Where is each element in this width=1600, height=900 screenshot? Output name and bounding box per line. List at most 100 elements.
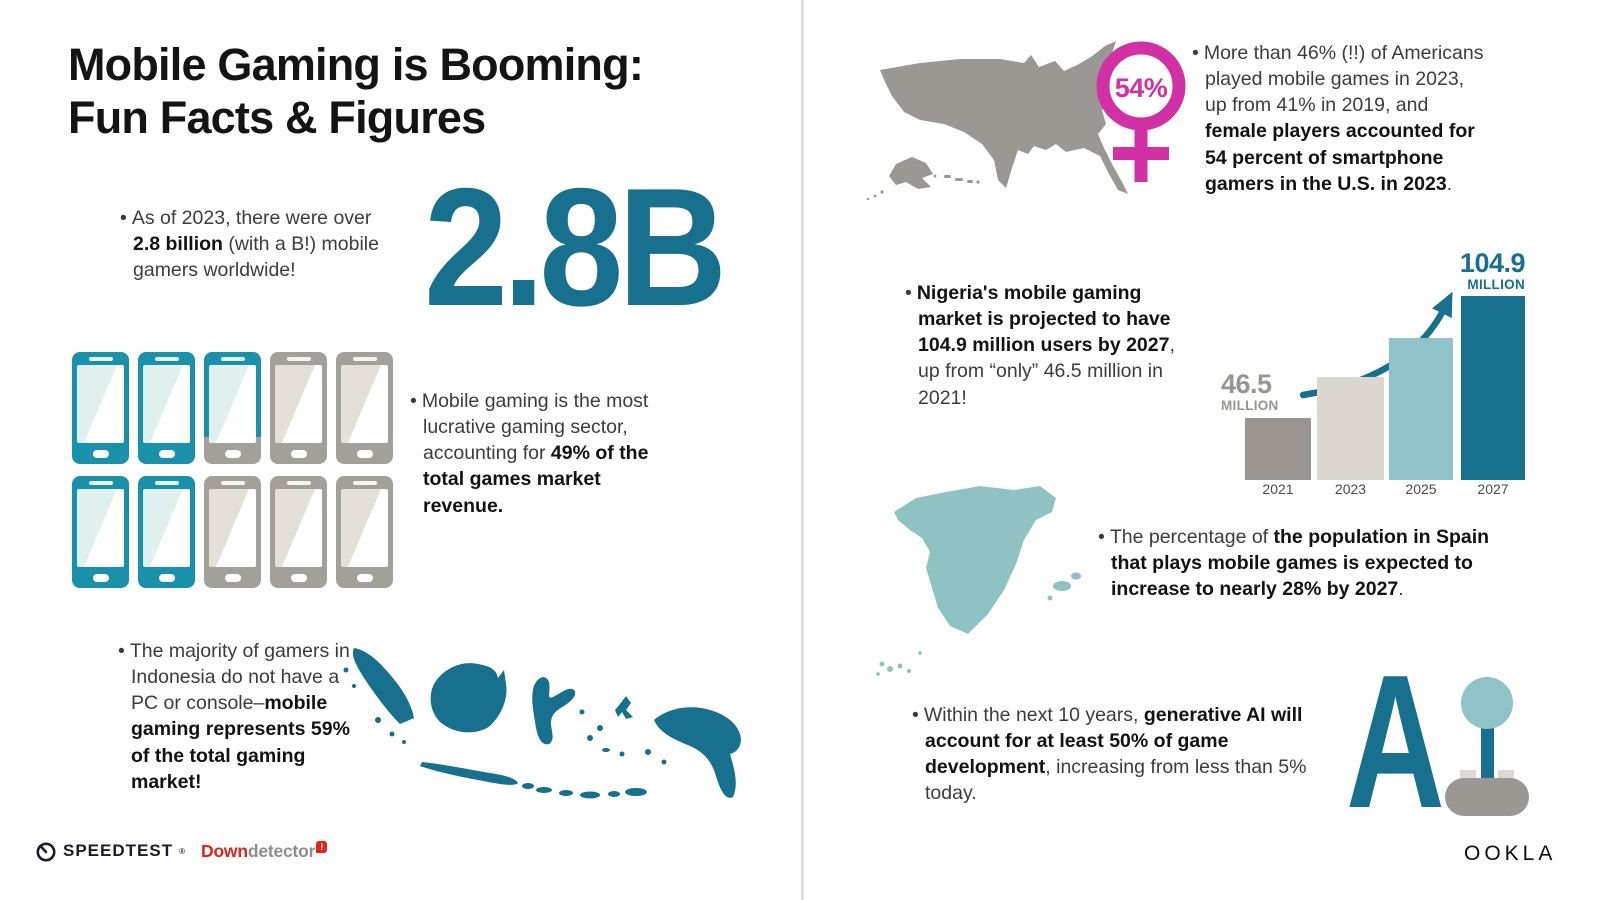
phone-screen (341, 489, 388, 567)
joystick-button (1460, 770, 1476, 780)
fact-nigeria: • Nigeria's mobile gaming market is proje… (905, 280, 1187, 411)
speedtest-logo: SPEEDTEST ® (35, 840, 185, 862)
female-symbol-icon (1096, 41, 1186, 182)
ai-joystick-graphic: A (1340, 647, 1552, 837)
phone-home-button (290, 574, 307, 582)
unit-2021: MILLION (1221, 397, 1279, 413)
phone-screen (275, 489, 322, 567)
unit-2027: MILLION (1467, 276, 1525, 292)
joystick-button (1498, 770, 1514, 780)
phone-home-button (158, 450, 175, 458)
x-tick-2021: 2021 (1262, 481, 1294, 497)
phone-icon-gray (270, 476, 327, 588)
downdetector-detector: detector (247, 840, 316, 861)
fact-text: Within the next 10 years, (923, 704, 1144, 726)
fact-text-bold: mobile gaming represents 59% of the tota… (131, 692, 350, 793)
fact-text: Mobile gaming is the most lucrative gami… (421, 390, 649, 465)
female-symbol: 54% (1086, 38, 1196, 190)
big-stat-2-8b: 2.8B (424, 153, 727, 341)
phone-speaker (220, 357, 245, 361)
phone-home-button (356, 574, 373, 582)
phone-speaker (286, 357, 311, 361)
phone-speaker (88, 481, 113, 485)
phone-icon-gray (336, 352, 393, 464)
phone-speaker (220, 481, 245, 485)
joystick-base (1445, 778, 1529, 816)
page-title: Mobile Gaming is Booming: Fun Facts & Fi… (68, 38, 644, 144)
phone-screen (341, 365, 388, 443)
bullet-icon: • (1098, 526, 1105, 548)
footer-brand-logos: SPEEDTEST ® Downdetector! (35, 840, 328, 862)
joystick-ball (1461, 677, 1513, 729)
fact-text: . (1446, 172, 1453, 195)
phone-speaker (154, 357, 179, 361)
phone-screen (143, 489, 190, 567)
phone-home-button (356, 450, 373, 458)
phone-icon-gray (336, 476, 393, 588)
phone-speaker (154, 481, 179, 485)
fact-text: More than 46% (!!) of Americans played m… (1203, 42, 1484, 117)
phone-icon-teal (138, 352, 195, 464)
fact-gamers-worldwide: • As of 2023, there were over 2.8 billion… (120, 205, 398, 283)
registered-mark: ® (179, 846, 185, 856)
speedtest-wordmark: SPEEDTEST (63, 841, 174, 860)
value-label-2027: 104.9 MILLION (1459, 248, 1526, 292)
phone-home-button (224, 450, 241, 458)
phone-home-button (92, 574, 109, 582)
fact-ai: • Within the next 10 years, generative AI… (912, 702, 1312, 807)
phone-icon-gray (270, 352, 327, 464)
usa-map (866, 41, 1128, 201)
phone-icon-teal (138, 476, 195, 588)
phone-screen (77, 489, 124, 567)
exclamation-badge-icon: ! (316, 840, 328, 853)
value-label-2021: 46.5 MILLION (1221, 369, 1279, 413)
bar-2027 (1461, 296, 1525, 480)
title-line-1: Mobile Gaming is Booming: (68, 39, 644, 90)
bullet-icon: • (912, 704, 919, 726)
speedtest-gauge-icon (36, 842, 56, 862)
nigeria-users-bar-chart: 46.5 MILLION 104.9 MILLION 2021 2023 2025 2… (1215, 245, 1535, 497)
bar-2021 (1245, 418, 1311, 480)
phone-icon-teal (72, 352, 129, 464)
phone-speaker (88, 357, 113, 361)
fact-text-bold: Nigeria's mobile gaming market is projec… (916, 282, 1171, 357)
phone-home-button (92, 450, 109, 458)
bar-2023 (1317, 377, 1384, 480)
x-tick-2025: 2025 (1405, 481, 1437, 497)
fact-text: (with a B!) mobile gamers worldwide! (133, 233, 379, 282)
column-divider (801, 0, 804, 900)
fact-text-bold: 2.8 billion (133, 233, 223, 256)
joystick-stem (1481, 722, 1494, 782)
phone-screen (209, 489, 256, 567)
title-line-2: Fun Facts & Figures (68, 92, 486, 144)
downdetector-logo: Downdetector! (201, 840, 328, 862)
phone-screen (209, 365, 256, 443)
fact-text-bold: generative AI will account for at least … (925, 704, 1303, 779)
phone-icon-teal (72, 476, 129, 588)
fact-text: . (1398, 578, 1404, 601)
phone-home-button (158, 574, 175, 582)
phone-screen (77, 365, 124, 443)
fact-text: , increasing from less than 5% today. (925, 756, 1307, 805)
fact-indonesia: • The majority of gamers in Indonesia do … (118, 638, 366, 795)
bullet-icon: • (120, 207, 127, 229)
phone-icon-split (204, 352, 261, 464)
phone-screen (143, 365, 190, 443)
fact-text: The percentage of (1109, 526, 1274, 548)
ai-letter-a: A (1346, 636, 1445, 848)
x-tick-2027: 2027 (1477, 481, 1509, 497)
phone-screen (275, 365, 322, 443)
phone-icon-gray (204, 476, 261, 588)
phone-speaker (352, 357, 377, 361)
phone-home-button (290, 450, 307, 458)
bullet-icon: • (118, 640, 125, 662)
fact-text-bold: female players accounted for 54 percent … (1205, 120, 1475, 195)
fact-spain: • The percentage of the population in Spa… (1098, 524, 1496, 602)
fact-text-bold: the population in Spain that plays mobil… (1111, 526, 1490, 601)
value-2027: 104.9 (1459, 248, 1526, 278)
bullet-icon: • (905, 282, 912, 304)
value-2021: 46.5 (1221, 369, 1272, 399)
phone-speaker (286, 481, 311, 485)
fact-text: The majority of gamers in Indonesia do n… (129, 640, 350, 715)
